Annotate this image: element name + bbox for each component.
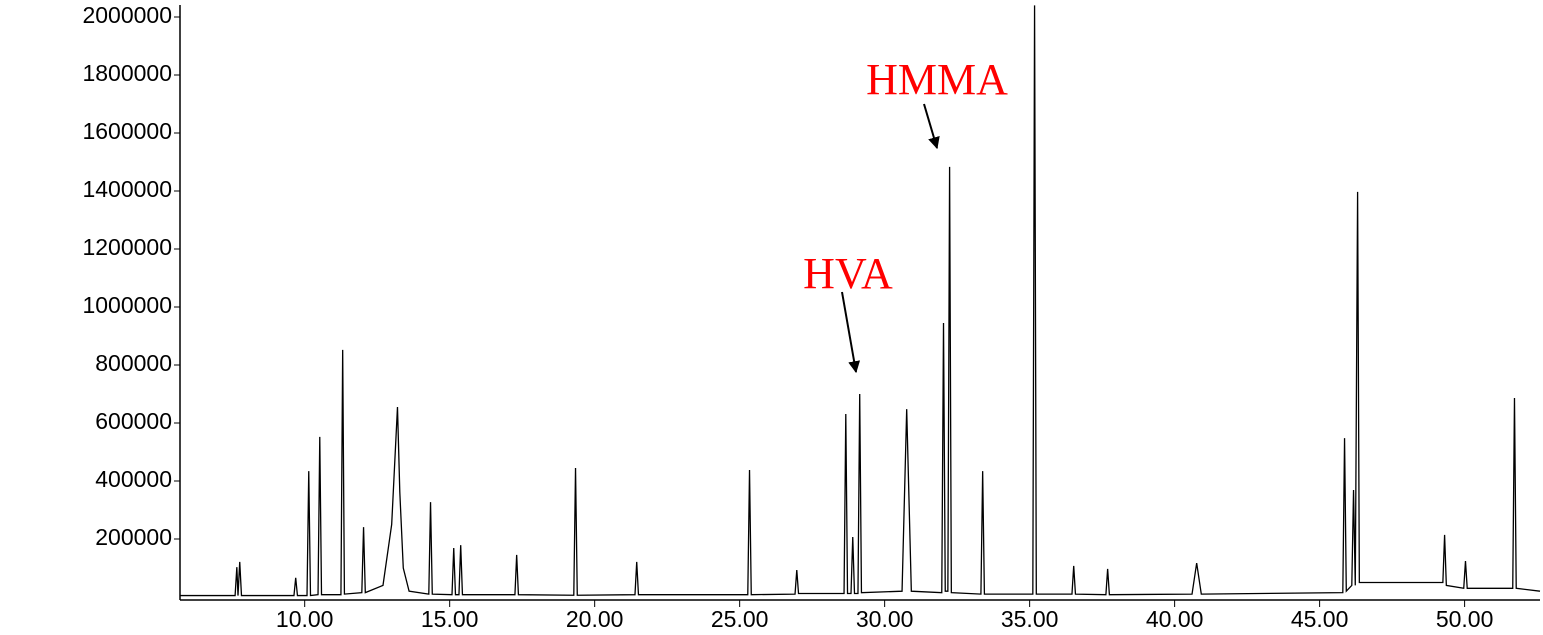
x-tick-label: 10.00 bbox=[276, 606, 334, 632]
x-tick-label: 30.00 bbox=[856, 606, 914, 632]
x-tick-label: 20.00 bbox=[566, 606, 624, 632]
y-tick-label: 1000000 bbox=[82, 292, 172, 318]
y-tick-label: 400000 bbox=[95, 466, 172, 492]
x-tick-label: 50.00 bbox=[1436, 606, 1494, 632]
x-tick-label: 15.00 bbox=[421, 606, 479, 632]
chromatogram-line bbox=[180, 5, 1541, 597]
x-tick-label: 25.00 bbox=[711, 606, 769, 632]
y-tick-label: 600000 bbox=[95, 408, 172, 434]
annotation: HMMA bbox=[866, 55, 1008, 104]
y-tick-label: 2000000 bbox=[82, 2, 172, 28]
y-tick-label: 1200000 bbox=[82, 234, 172, 260]
y-tick-label: 200000 bbox=[95, 524, 172, 550]
y-tick-label: 1800000 bbox=[82, 60, 172, 86]
y-tick-label: 1400000 bbox=[82, 176, 172, 202]
annotation-arrow bbox=[841, 291, 861, 374]
annotation: HVA bbox=[803, 249, 893, 298]
annotation-arrow bbox=[923, 103, 940, 150]
x-tick-label: 45.00 bbox=[1291, 606, 1349, 632]
x-tick-label: 40.00 bbox=[1146, 606, 1204, 632]
y-tick-label: 800000 bbox=[95, 350, 172, 376]
x-tick-label: 35.00 bbox=[1001, 606, 1059, 632]
y-tick-label: 1600000 bbox=[82, 118, 172, 144]
